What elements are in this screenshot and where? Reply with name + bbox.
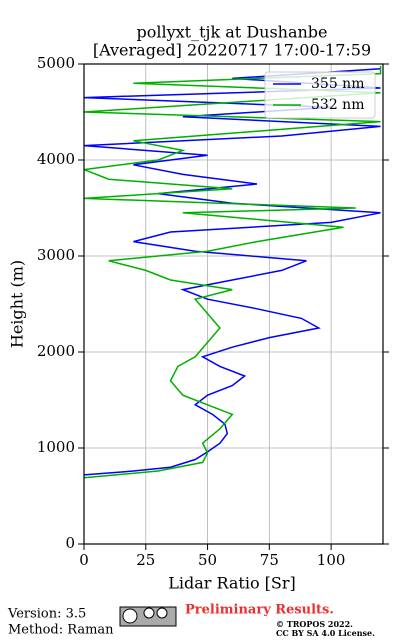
y-axis-label: Height (m) [8,260,27,348]
y-tick-label: 5000 [37,54,75,72]
series-line [83,68,381,476]
y-tick-label: 3000 [37,246,75,264]
x-tick-label: 25 [136,551,155,569]
notice: Preliminary Results. [185,603,334,618]
version: Version: 3.5 [7,607,86,622]
plot-frame [83,63,384,545]
y-tick-label: 0 [65,534,75,552]
y-tick-label: 2000 [37,342,75,360]
copyright: © TROPOS 2022. [276,619,353,629]
y-tick-label: 4000 [37,150,75,168]
cc-logo [119,606,177,627]
chart-title: pollyxt_tjk at Dushanbe [136,23,327,42]
legend-label: 355 nm [311,76,364,92]
x-tick-label: 50 [198,551,217,569]
series-line [83,65,382,479]
method: Method: Raman [8,623,114,638]
chart-subtitle: [Averaged] 20220717 17:00-17:59 [93,41,371,60]
x-tick-label: 100 [317,551,346,569]
legend-label: 532 nm [311,97,364,113]
x-axis-label: Lidar Ratio [Sr] [168,574,296,593]
license: CC BY SA 4.0 License. [276,628,375,638]
x-tick-label: 75 [260,551,279,569]
y-tick-label: 1000 [37,438,75,456]
x-tick-label: 0 [79,551,89,569]
